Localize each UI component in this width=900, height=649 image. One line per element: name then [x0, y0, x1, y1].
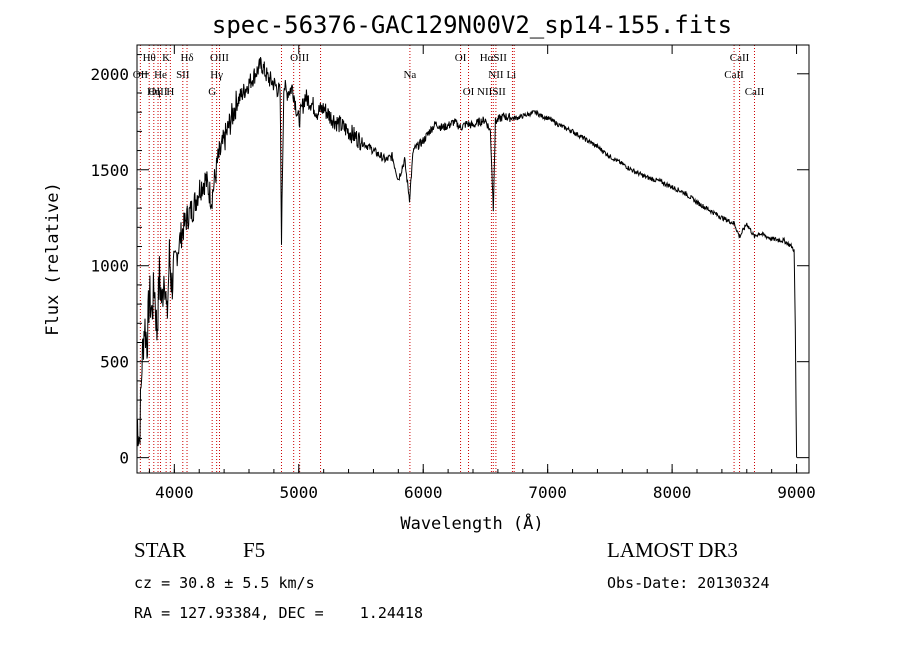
line-marker-label: H	[166, 86, 174, 98]
x-tick-label: 6000	[404, 483, 443, 502]
plot-frame	[136, 44, 810, 474]
line-marker-label: CaII	[724, 69, 744, 81]
line-marker-label: OI	[463, 86, 475, 98]
x-tick-label: 4000	[155, 483, 194, 502]
object-subclass: F5	[243, 538, 266, 562]
line-marker-label: He	[154, 69, 167, 81]
line-marker-label: OIII	[210, 52, 229, 64]
line-marker-lines	[139, 45, 755, 473]
line-marker-label: OII	[133, 69, 149, 81]
line-marker-label: OIII	[149, 86, 168, 98]
x-axis: 4000 5000 6000 7000 8000 9000	[148, 45, 816, 502]
chart-title: spec-56376-GAC129N00V2_sp14-155.fits	[212, 11, 732, 39]
object-type: STAR	[134, 538, 186, 562]
survey-name: LAMOST DR3	[607, 538, 738, 562]
y-axis: 0 500 1000 1500 2000	[90, 54, 809, 468]
line-marker-label: Hδ	[180, 52, 193, 64]
line-marker-label: CaII	[745, 86, 765, 98]
y-tick-label: 1500	[90, 161, 129, 180]
x-tick-label: 5000	[280, 483, 319, 502]
y-axis-label: Flux (relative)	[43, 182, 63, 336]
line-marker-label: OIII	[290, 52, 309, 64]
x-tick-label: 9000	[777, 483, 816, 502]
line-marker-label: Hθ	[143, 52, 156, 64]
y-tick-label: 1000	[90, 257, 129, 276]
x-tick-label: 7000	[528, 483, 567, 502]
line-marker-label: NIISII	[477, 86, 506, 98]
line-marker-label: HαSII	[480, 52, 507, 64]
line-marker-label: G	[208, 86, 216, 98]
line-marker-label: SII	[176, 69, 190, 81]
line-marker-label: NII	[488, 69, 504, 81]
redshift-velocity: cz = 30.8 ± 5.5 km/s	[134, 574, 315, 592]
line-marker-label: Li	[506, 69, 516, 81]
observation-date: Obs-Date: 20130324	[607, 574, 770, 592]
line-marker-label: Hγ	[210, 69, 223, 81]
x-tick-label: 8000	[653, 483, 692, 502]
line-marker-label: K	[162, 52, 170, 64]
x-axis-label: Wavelength (Å)	[400, 512, 543, 534]
line-marker-label: OI	[455, 52, 467, 64]
line-marker-label: CaII	[730, 52, 750, 64]
coordinates: RA = 127.93384, DEC = 1.24418	[134, 604, 423, 622]
y-tick-label: 500	[100, 353, 129, 372]
y-tick-label: 2000	[90, 65, 129, 84]
line-marker-labels: Hδ K Hθ OIII OIII OI HαSII CaII OII He SII Hγ Na NII L…	[133, 52, 765, 98]
y-tick-label: 0	[119, 449, 129, 468]
line-marker-label: Na	[403, 69, 416, 81]
spectrum-line	[136, 56, 798, 458]
line-marker-label: Hη	[147, 86, 161, 98]
